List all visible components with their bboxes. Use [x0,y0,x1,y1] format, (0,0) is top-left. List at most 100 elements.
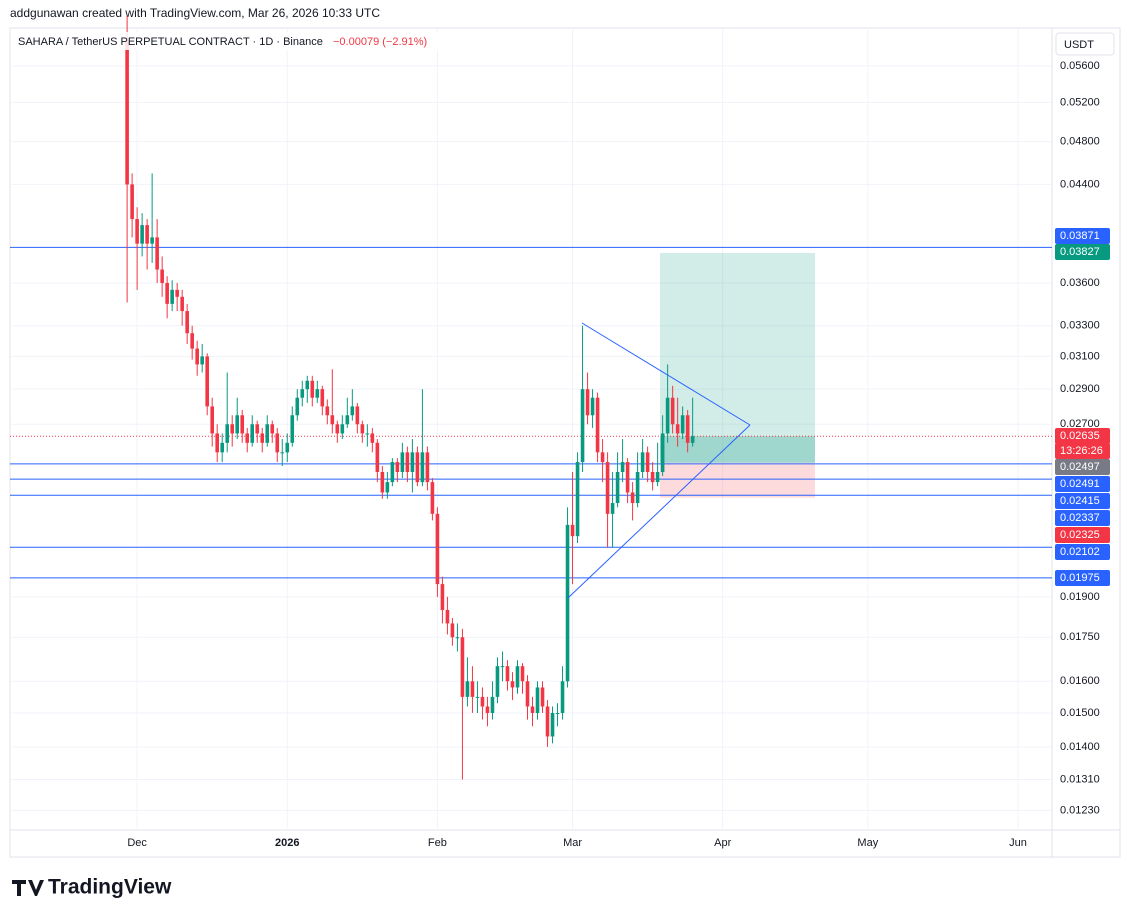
y-tick-label: 0.01400 [1060,741,1100,753]
candle-body [235,415,240,434]
x-tick-label: Apr [714,837,731,849]
target-label: 0.03827 [1060,246,1100,258]
candle-body [135,219,139,244]
candle-body [595,397,600,453]
candle-body [435,513,440,585]
level-label: 0.02415 [1060,495,1100,507]
candle-body [685,415,690,443]
candle-body [460,637,465,697]
level-label: 0.02337 [1060,512,1100,524]
level-label-bg [1055,570,1110,586]
candle-body [440,584,445,610]
currency-button[interactable] [1055,32,1115,56]
candle-body [635,471,640,504]
candle-body [465,681,470,697]
candle-body [425,452,430,483]
candle-body [470,681,475,697]
candle-body [615,471,620,504]
symbol-title: SAHARA / TetherUS PERPETUAL CONTRACT · 1… [18,36,323,48]
y-tick-label: 0.05600 [1060,60,1100,72]
candle-body [295,397,300,416]
price-change: −0.00079 (−2.91%) [333,36,427,48]
target-zone [660,252,815,463]
candle-body [145,225,149,244]
y-tick-label: 0.02900 [1060,383,1100,395]
candle-body [355,406,360,425]
countdown-label-bg [1055,443,1110,459]
logo-text: TradingView [48,876,172,899]
triangle-upper-line [581,322,751,426]
candle-body [270,424,275,434]
candle-body [420,452,425,483]
candle-body [315,389,320,398]
candle-body [660,433,665,472]
candle-body [180,296,184,312]
countdown-label: 13:26:26 [1060,445,1103,457]
candle-body [480,696,485,707]
candle-body [450,623,455,638]
candle-body [405,452,410,472]
candle-body [400,452,405,472]
candle-body [655,471,660,483]
entry-label-bg [1055,459,1110,475]
candle-body [650,471,655,483]
candle-body [610,503,615,514]
credit: addgunawan created with TradingView.com,… [10,6,380,20]
last-price-label: 0.02635 [1060,430,1100,442]
candle-body [250,424,255,443]
candle-body [490,696,495,713]
candle-body [310,380,315,398]
candle-body [455,637,460,639]
y-tick-label: 0.01310 [1060,773,1100,785]
candle-body [630,492,635,504]
candle-body [515,666,520,688]
x-tick-label: Jun [1009,837,1027,849]
candle-body [240,415,245,434]
candle-body [350,406,355,416]
candle-body [190,333,194,349]
level-label: 0.01975 [1060,572,1100,584]
candle-body [520,666,525,682]
candle-body [160,269,164,283]
target-label-bg [1055,244,1110,260]
level-label-bg [1055,228,1110,244]
candle-body [670,397,675,425]
currency[interactable]: USDT [1064,39,1094,51]
candle-body [395,462,400,472]
candle-body [170,289,174,304]
level-label-bg [1055,493,1110,509]
stop-label: 0.02325 [1060,529,1100,541]
x-tick-label: Dec [127,837,147,849]
y-tick-label: 0.01750 [1060,631,1100,643]
candle-body [485,706,490,713]
y-tick-label: 0.05200 [1060,96,1100,108]
candle-body [140,225,144,244]
candle-body [215,433,219,453]
level-label-bg [1055,476,1110,492]
candle-body [185,311,189,334]
logo [12,880,44,896]
candle-body [530,706,535,713]
candle-body [130,184,134,220]
y-tick-label: 0.02700 [1060,418,1100,430]
candle-body [680,415,685,434]
candle-body [620,462,625,472]
candle-body [560,681,565,713]
candle-body [565,524,570,682]
candle-body [375,442,380,472]
candle-body [540,687,545,707]
candle-body [675,424,680,434]
candle-body [445,609,450,624]
chart-frame [9,27,1121,858]
candle-body [200,356,204,365]
x-tick-label: Feb [428,837,447,849]
level-label: 0.02102 [1060,546,1100,558]
candle-body [575,462,580,537]
candle-body [665,397,670,434]
candle-body [290,415,295,443]
candle-body [155,237,159,270]
candle-body [535,687,540,713]
candle-body [430,482,435,514]
candle-body [285,442,290,453]
